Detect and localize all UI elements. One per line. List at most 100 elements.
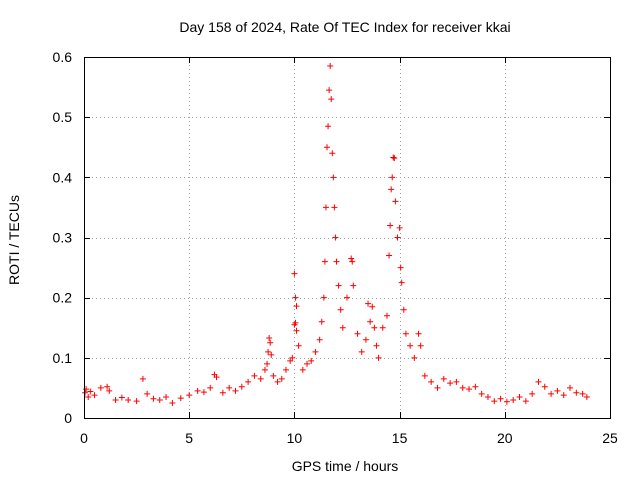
- data-point: [466, 386, 473, 393]
- data-point: [387, 222, 394, 229]
- chart-title: Day 158 of 2024, Rate Of TEC Index for r…: [179, 19, 510, 35]
- data-point: [484, 393, 491, 400]
- data-point: [386, 252, 393, 259]
- data-point: [169, 399, 176, 406]
- data-point: [163, 393, 170, 400]
- data-point: [440, 375, 447, 382]
- data-point: [541, 383, 548, 390]
- data-point: [560, 392, 567, 399]
- data-point: [411, 354, 418, 361]
- y-tick-labels: 0 0.1 0.2 0.3 0.4 0.5 0.6: [53, 49, 73, 426]
- data-point: [392, 198, 399, 205]
- data-point: [287, 357, 294, 364]
- data-point: [332, 234, 339, 241]
- data-point: [267, 339, 274, 346]
- data-point: [282, 366, 289, 373]
- data-points: [82, 63, 590, 406]
- data-point: [535, 378, 542, 385]
- data-point: [266, 334, 273, 341]
- data-point: [293, 327, 300, 334]
- data-point: [327, 63, 334, 70]
- data-point: [375, 354, 382, 361]
- data-point: [318, 318, 325, 325]
- data-point: [328, 96, 335, 103]
- y-tick-label: 0.3: [53, 230, 73, 246]
- plot-frame: [84, 57, 611, 419]
- data-point: [293, 303, 300, 310]
- data-point: [548, 390, 555, 397]
- data-point: [583, 393, 590, 400]
- data-point: [194, 387, 201, 394]
- data-point: [97, 384, 104, 391]
- data-point: [579, 390, 586, 397]
- y-tick-label: 0.6: [53, 49, 73, 65]
- y-tick-label: 0.2: [53, 290, 73, 306]
- data-point: [87, 388, 94, 395]
- data-point: [497, 395, 504, 402]
- y-tick-label: 0.5: [53, 109, 73, 125]
- data-point: [383, 312, 390, 319]
- data-point: [312, 348, 319, 355]
- data-point: [348, 255, 355, 262]
- data-point: [329, 150, 336, 157]
- data-point: [529, 390, 536, 397]
- data-point: [447, 380, 454, 387]
- data-point: [322, 204, 329, 211]
- data-point: [344, 294, 350, 301]
- data-point: [335, 282, 342, 289]
- data-point: [270, 372, 277, 379]
- y-tick-label: 0.1: [53, 350, 73, 366]
- data-point: [365, 300, 372, 307]
- data-point: [82, 389, 89, 396]
- data-point: [106, 387, 113, 394]
- data-point: [358, 348, 365, 355]
- data-point: [292, 294, 299, 301]
- data-point: [394, 234, 401, 241]
- data-point: [125, 396, 132, 403]
- data-point: [245, 378, 252, 385]
- data-point: [367, 318, 374, 325]
- data-point: [396, 224, 403, 231]
- data-point: [299, 366, 306, 373]
- data-point: [238, 383, 245, 390]
- data-point: [371, 324, 378, 331]
- data-point: [434, 384, 441, 391]
- data-point: [278, 375, 285, 382]
- data-point: [402, 330, 409, 337]
- data-point: [397, 264, 404, 271]
- data-point: [186, 392, 193, 399]
- data-point: [510, 396, 517, 403]
- data-point: [316, 336, 323, 343]
- data-point: [362, 336, 369, 343]
- data-point: [373, 342, 380, 349]
- data-point: [91, 392, 98, 399]
- data-point: [333, 258, 340, 265]
- x-tick-label: 15: [392, 430, 408, 446]
- data-point: [213, 374, 220, 381]
- data-point: [459, 384, 466, 391]
- data-point: [330, 174, 337, 181]
- data-point: [257, 375, 264, 382]
- data-point: [85, 393, 92, 400]
- data-point: [415, 330, 422, 337]
- data-point: [421, 372, 428, 379]
- data-point: [331, 204, 338, 211]
- data-point: [326, 87, 333, 94]
- data-point: [350, 282, 357, 289]
- data-point: [133, 398, 140, 405]
- data-point: [144, 390, 151, 397]
- data-point: [389, 174, 396, 181]
- data-point: [428, 378, 435, 385]
- data-point: [304, 360, 311, 367]
- data-point: [522, 398, 529, 405]
- data-point: [264, 360, 271, 367]
- data-point: [232, 387, 239, 394]
- data-point: [390, 154, 397, 161]
- data-point: [516, 393, 523, 400]
- data-point: [291, 270, 298, 277]
- y-tick-label: 0.4: [53, 169, 73, 185]
- data-point: [308, 357, 315, 364]
- data-point: [289, 354, 296, 361]
- data-point: [391, 155, 398, 162]
